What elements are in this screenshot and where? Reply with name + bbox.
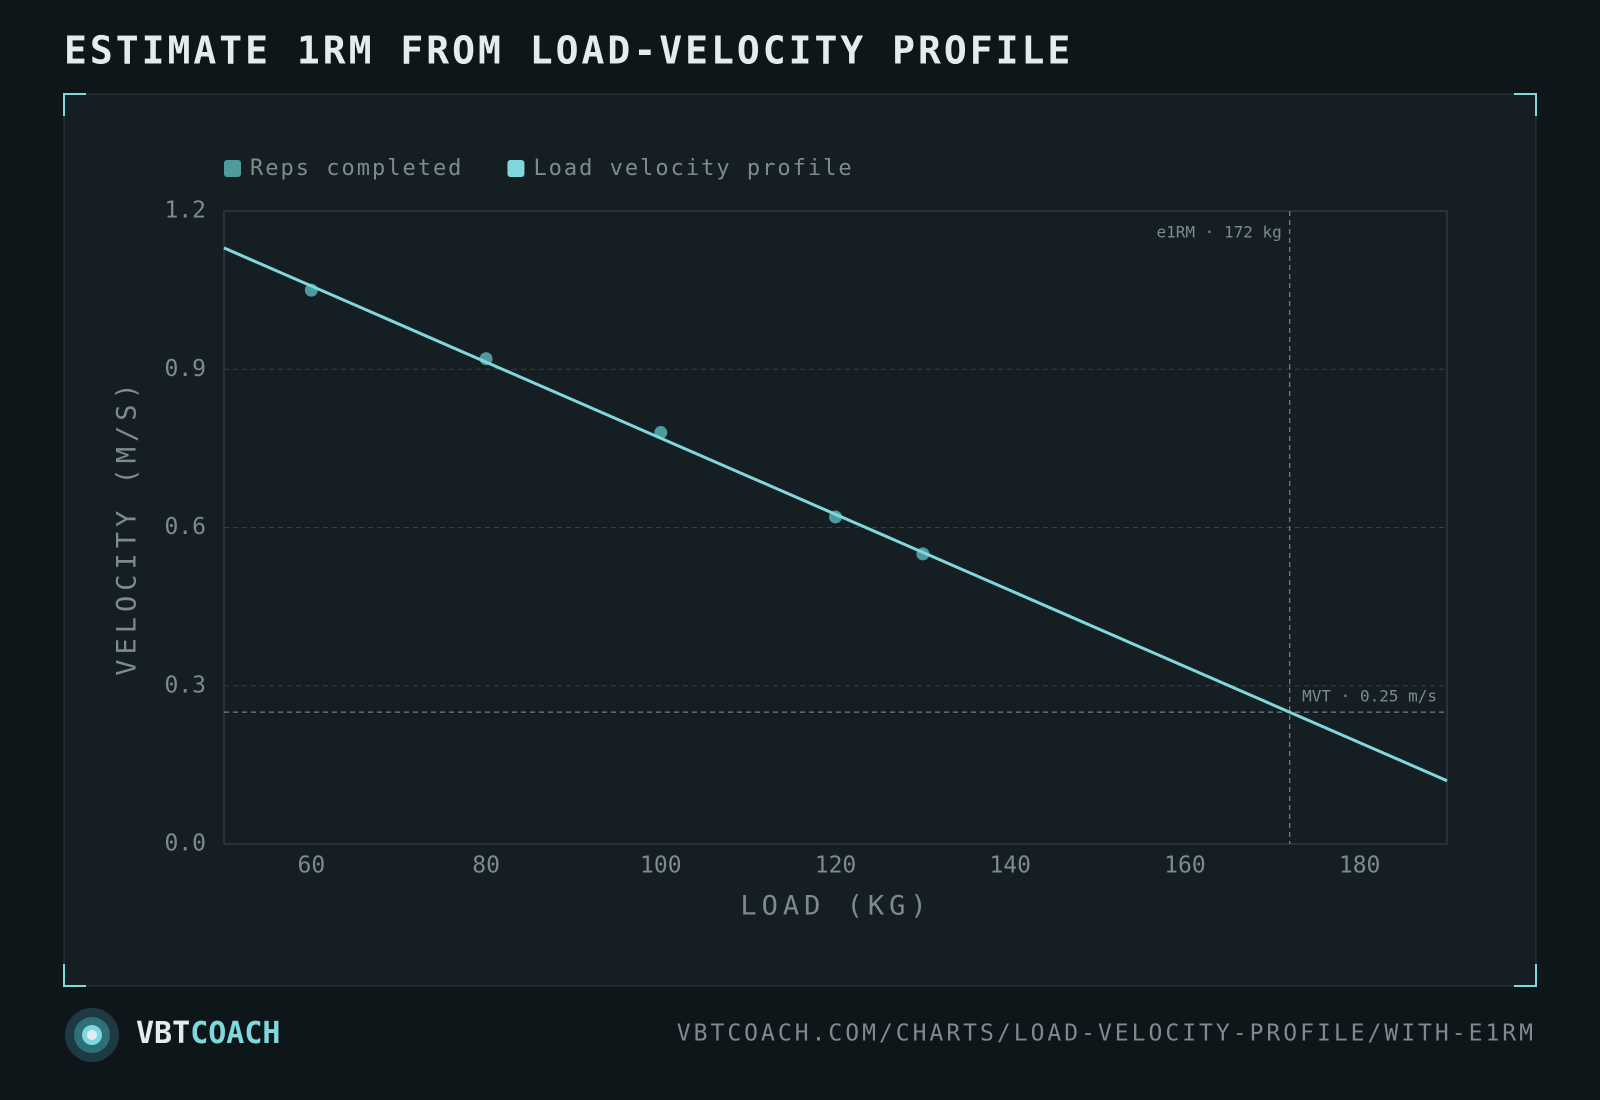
x-tick-label: 160 bbox=[1164, 853, 1206, 879]
legend-label: Reps completed bbox=[250, 156, 463, 181]
fit-line bbox=[223, 246, 1448, 783]
y-tick-label: 0.3 bbox=[164, 672, 206, 698]
x-axis-label: LOAD (KG) bbox=[740, 891, 931, 922]
y-tick-label: 0.6 bbox=[164, 514, 206, 540]
brand-a: VBT bbox=[136, 1016, 190, 1051]
x-tick-label: 100 bbox=[640, 853, 682, 879]
x-tick-label: 140 bbox=[989, 853, 1031, 879]
y-axis-label: VELOCITY (M/S) bbox=[112, 378, 143, 676]
legend-swatch bbox=[507, 160, 525, 177]
footer-url: VBTCOACH.COM/CHARTS/LOAD-VELOCITY-PROFIL… bbox=[677, 1021, 1536, 1047]
annotation-label: e1RM · 172 kg bbox=[1157, 223, 1282, 242]
x-tick-label: 80 bbox=[472, 853, 500, 879]
panel bbox=[63, 93, 1537, 987]
annotation-label: MVT · 0.25 m/s bbox=[1302, 687, 1437, 706]
brand: VBTCOACH bbox=[136, 1016, 281, 1051]
brand-b: COACH bbox=[190, 1016, 280, 1051]
corner-brackets bbox=[63, 93, 1537, 987]
chart-title: ESTIMATE 1RM FROM LOAD-VELOCITY PROFILE bbox=[64, 29, 1073, 73]
legend-swatch bbox=[224, 160, 241, 177]
y-tick-label: 0.9 bbox=[164, 356, 206, 382]
y-tick-label: 0.0 bbox=[164, 831, 206, 857]
x-tick-label: 60 bbox=[298, 853, 326, 879]
x-tick-label: 120 bbox=[815, 853, 857, 879]
y-tick-label: 1.2 bbox=[164, 198, 206, 224]
legend-label: Load velocity profile bbox=[533, 156, 853, 181]
x-tick-label: 180 bbox=[1339, 853, 1381, 879]
logo bbox=[87, 1030, 97, 1040]
